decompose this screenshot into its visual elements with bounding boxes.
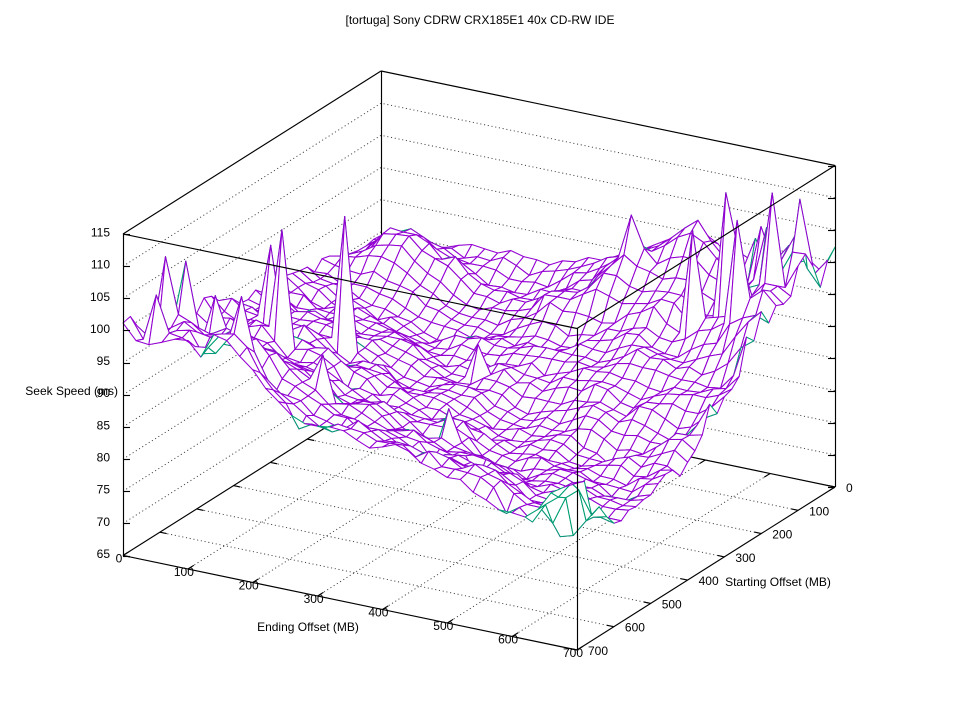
svg-text:600: 600 — [498, 633, 518, 647]
svg-text:100: 100 — [809, 504, 829, 518]
svg-text:400: 400 — [368, 606, 388, 620]
svg-text:400: 400 — [699, 574, 719, 588]
svg-text:0: 0 — [116, 552, 123, 566]
svg-text:95: 95 — [97, 354, 111, 368]
svg-text:200: 200 — [772, 528, 792, 542]
svg-text:100: 100 — [90, 322, 110, 336]
svg-text:200: 200 — [239, 579, 259, 593]
svg-text:700: 700 — [588, 644, 608, 658]
svg-text:[tortuga] Sony CDRW CRX185E1 4: [tortuga] Sony CDRW CRX185E1 40x CD-RW I… — [346, 13, 615, 27]
svg-text:80: 80 — [97, 451, 111, 465]
svg-text:700: 700 — [563, 646, 583, 660]
svg-text:65: 65 — [97, 547, 111, 561]
svg-text:100: 100 — [174, 565, 194, 579]
svg-text:115: 115 — [91, 226, 110, 240]
svg-text:70: 70 — [97, 515, 111, 529]
svg-text:85: 85 — [97, 418, 111, 432]
svg-text:500: 500 — [433, 619, 453, 633]
svg-text:Seek Speed (ms): Seek Speed (ms) — [25, 384, 118, 398]
svg-text:600: 600 — [625, 621, 645, 635]
svg-text:75: 75 — [97, 483, 111, 497]
svg-text:300: 300 — [304, 592, 324, 606]
svg-text:Ending Offset (MB): Ending Offset (MB) — [257, 620, 359, 634]
svg-text:500: 500 — [662, 597, 682, 611]
svg-text:90: 90 — [97, 386, 111, 400]
svg-text:110: 110 — [91, 258, 110, 272]
svg-text:0: 0 — [846, 481, 853, 495]
svg-text:300: 300 — [735, 551, 755, 565]
svg-text:Starting Offset (MB): Starting Offset (MB) — [725, 575, 831, 589]
svg-text:105: 105 — [90, 290, 110, 304]
